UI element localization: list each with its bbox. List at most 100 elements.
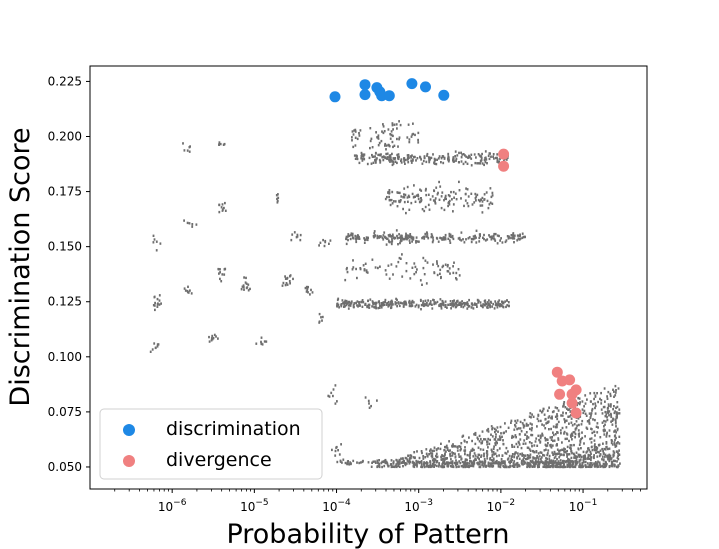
background-point: [481, 461, 484, 464]
background-point: [553, 461, 555, 464]
background-point: [156, 345, 159, 348]
background-point: [407, 460, 410, 463]
background-point: [457, 268, 460, 271]
background-point: [486, 238, 489, 241]
background-point: [454, 452, 456, 455]
background-point: [464, 452, 466, 456]
background-point: [382, 301, 384, 305]
background-point: [421, 465, 423, 469]
background-point: [618, 449, 620, 452]
background-point: [603, 419, 605, 423]
background-point: [511, 434, 514, 438]
background-point: [451, 304, 453, 307]
background-point: [513, 241, 515, 244]
background-point: [495, 429, 497, 432]
background-point: [530, 416, 532, 419]
background-point: [439, 185, 442, 188]
background-point: [412, 196, 415, 199]
background-point: [542, 453, 544, 457]
background-point: [360, 461, 362, 464]
background-point: [531, 433, 534, 437]
background-point: [351, 130, 354, 133]
background-point: [567, 457, 569, 461]
background-point: [432, 459, 435, 462]
background-point: [573, 454, 576, 457]
background-point: [464, 154, 466, 157]
background-point: [493, 232, 496, 236]
background-point: [552, 425, 555, 428]
background-point: [521, 232, 524, 235]
background-point: [488, 203, 491, 206]
background-point: [617, 441, 619, 444]
background-point: [219, 271, 221, 274]
background-point: [429, 449, 431, 452]
background-point: [407, 155, 410, 158]
background-point: [564, 460, 567, 464]
background-point: [451, 465, 453, 468]
background-point: [414, 200, 417, 203]
background-point: [299, 238, 302, 242]
background-point: [546, 444, 549, 447]
background-point: [403, 158, 406, 161]
background-point: [391, 152, 393, 156]
background-point: [481, 211, 484, 214]
background-point: [348, 463, 351, 466]
background-point: [541, 409, 544, 413]
background-point: [480, 454, 483, 457]
background-point: [241, 285, 244, 288]
background-point: [471, 449, 473, 452]
background-point: [438, 304, 440, 307]
background-point: [182, 142, 184, 145]
background-point: [440, 307, 443, 310]
background-point: [439, 272, 441, 275]
background-point: [578, 443, 581, 446]
background-point: [490, 448, 493, 451]
background-point: [604, 455, 606, 458]
background-point: [565, 426, 568, 429]
background-point: [379, 161, 382, 164]
background-point: [263, 340, 266, 343]
background-point: [365, 269, 368, 272]
background-point: [432, 263, 434, 266]
background-point: [276, 201, 279, 204]
background-point: [455, 157, 458, 160]
background-point: [318, 320, 321, 323]
background-point: [432, 153, 434, 156]
background-point: [386, 302, 388, 305]
background-point: [451, 236, 454, 239]
background-point: [376, 399, 378, 402]
background-point: [615, 412, 618, 416]
background-point: [417, 304, 420, 307]
background-point: [483, 237, 485, 241]
background-point: [398, 256, 401, 260]
background-point: [574, 464, 577, 467]
background-point: [335, 445, 338, 449]
background-point: [448, 267, 451, 270]
background-point: [389, 302, 392, 306]
background-point: [385, 243, 388, 246]
background-point: [304, 286, 307, 290]
background-point: [496, 160, 499, 163]
background-point: [507, 237, 510, 240]
background-point: [513, 237, 516, 240]
background-point: [511, 454, 514, 458]
background-point: [532, 465, 534, 468]
background-point: [410, 302, 413, 305]
background-point: [475, 195, 478, 198]
background-point: [454, 192, 457, 195]
background-point: [608, 434, 611, 438]
background-point: [481, 463, 484, 466]
background-point: [382, 123, 384, 126]
background-point: [391, 240, 394, 243]
background-point: [459, 445, 462, 448]
background-point: [397, 156, 399, 159]
background-point: [339, 460, 342, 463]
background-point: [477, 162, 480, 165]
background-point: [474, 234, 476, 238]
background-point: [477, 198, 480, 202]
background-point: [408, 208, 411, 211]
background-point: [498, 447, 501, 450]
background-point: [590, 462, 593, 465]
background-point: [551, 436, 553, 439]
background-point: [260, 342, 263, 345]
